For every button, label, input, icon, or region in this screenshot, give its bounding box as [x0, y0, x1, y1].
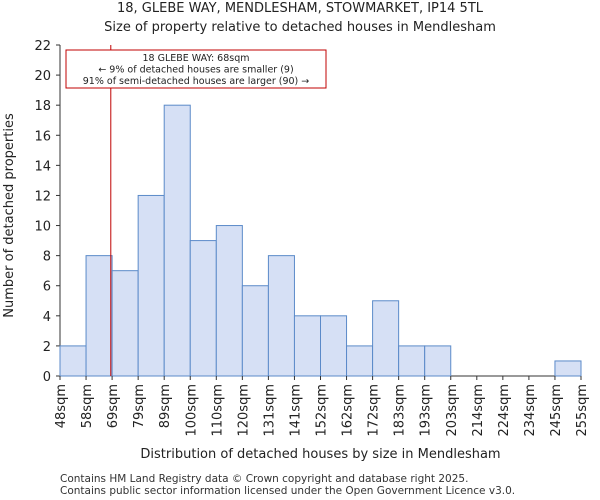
x-tick-label: 183sqm — [393, 384, 408, 437]
x-tick-label: 100sqm — [184, 384, 199, 437]
histogram-bar — [346, 345, 374, 377]
annotation-line: 91% of semi-detached houses are larger (… — [83, 76, 310, 87]
x-tick-label: 224sqm — [497, 384, 512, 437]
footer-licence: Contains public sector information licen… — [60, 485, 516, 497]
histogram-bar — [111, 270, 139, 377]
histogram-bar — [267, 255, 295, 377]
y-tick-label: 2 — [43, 340, 51, 355]
histogram-bar — [85, 255, 113, 377]
histogram-bar — [137, 194, 165, 377]
x-tick-label: 110sqm — [210, 384, 225, 437]
x-tick-label: 141sqm — [288, 384, 303, 437]
footer-copyright: Contains HM Land Registry data © Crown c… — [60, 473, 469, 485]
histogram-bar — [241, 285, 269, 377]
y-tick-label: 12 — [34, 189, 51, 204]
histogram-bar — [189, 240, 217, 377]
y-tick-label: 20 — [34, 69, 51, 84]
histogram-bar — [293, 315, 322, 377]
histogram-bar — [59, 345, 87, 377]
y-tick-label: 18 — [34, 99, 51, 114]
annotation-line: 18 GLEBE WAY: 68sqm — [142, 53, 249, 64]
x-tick-label: 245sqm — [549, 384, 564, 437]
histogram-bar — [424, 345, 452, 377]
histogram-bar — [372, 300, 400, 377]
y-tick-label: 4 — [43, 310, 51, 325]
y-tick-label: 22 — [34, 39, 51, 54]
x-tick-label: 69sqm — [106, 384, 121, 428]
x-tick-label: 48sqm — [54, 384, 69, 428]
x-tick-label: 172sqm — [367, 384, 382, 437]
y-tick-label: 6 — [43, 280, 51, 295]
x-tick-label: 193sqm — [419, 384, 434, 437]
histogram-bar — [320, 315, 348, 377]
x-axis-label: Distribution of detached houses by size … — [140, 447, 500, 462]
x-tick-label: 89sqm — [158, 384, 173, 428]
y-tick-label: 0 — [43, 370, 51, 385]
y-tick-label: 10 — [34, 220, 51, 235]
y-axis-label: Number of detached properties — [2, 113, 17, 318]
x-tick-label: 214sqm — [471, 384, 486, 437]
x-tick-label: 79sqm — [132, 384, 147, 428]
y-tick-label: 14 — [34, 159, 51, 174]
x-tick-label: 255sqm — [575, 384, 590, 437]
x-tick-label: 131sqm — [262, 384, 277, 437]
x-tick-label: 152sqm — [315, 384, 330, 437]
x-tick-label: 58sqm — [80, 384, 95, 428]
x-tick-label: 162sqm — [341, 384, 356, 437]
chart-subtitle: Size of property relative to detached ho… — [104, 20, 496, 35]
annotation-line: ← 9% of detached houses are smaller (9) — [98, 65, 293, 76]
histogram-bar — [554, 360, 582, 377]
histogram-bar — [398, 345, 426, 377]
histogram-bar — [215, 225, 243, 377]
histogram-bar — [163, 104, 191, 377]
y-tick-label: 16 — [34, 129, 51, 144]
y-tick-label: 8 — [43, 250, 51, 265]
x-tick-label: 203sqm — [445, 384, 460, 437]
x-tick-label: 120sqm — [236, 384, 251, 437]
annotation-box — [65, 49, 327, 89]
x-tick-label: 234sqm — [523, 384, 538, 437]
chart-title: 18, GLEBE WAY, MENDLESHAM, STOWMARKET, I… — [116, 1, 484, 16]
